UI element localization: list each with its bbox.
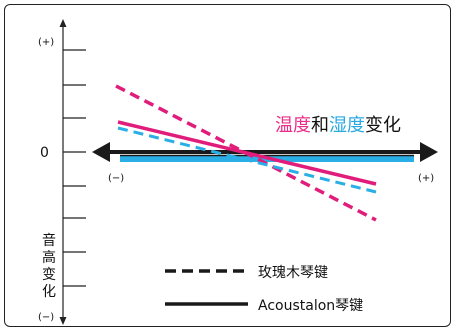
- zero-label: 0: [40, 145, 49, 161]
- axis-arrow-up-icon: [59, 19, 67, 27]
- axis-bottom-label: (−): [38, 312, 54, 323]
- arrow-right-icon: [420, 142, 438, 162]
- vertical-label-char: 变: [42, 267, 56, 283]
- horizontal-right-label: (+): [418, 173, 434, 184]
- legend-dashed-label: 玫瑰木琴键: [258, 265, 328, 281]
- diagram-frame: [4, 4, 451, 327]
- arrow-left-icon: [92, 142, 110, 162]
- title-change: 变化: [365, 115, 401, 136]
- legend-solid-label: Acoustalon琴键: [258, 298, 363, 314]
- vertical-label-char: 化: [42, 284, 56, 300]
- axis-arrow-down-icon: [59, 317, 67, 325]
- vertical-label-char: 高: [42, 249, 56, 266]
- rosewood-humidity-line: [117, 126, 377, 194]
- title-temperature: 温度: [275, 115, 311, 136]
- axis-top-label: (+): [38, 37, 54, 48]
- diagram-title: 温度和湿度变化: [275, 115, 401, 136]
- title-humidity: 湿度: [329, 115, 365, 136]
- acoustalon-temperature-line: [117, 120, 377, 186]
- vertical-label-char: 音: [42, 232, 56, 249]
- title-and: 和: [311, 115, 329, 136]
- axis-ticks: [63, 49, 86, 287]
- horizontal-left-label: (−): [108, 173, 124, 184]
